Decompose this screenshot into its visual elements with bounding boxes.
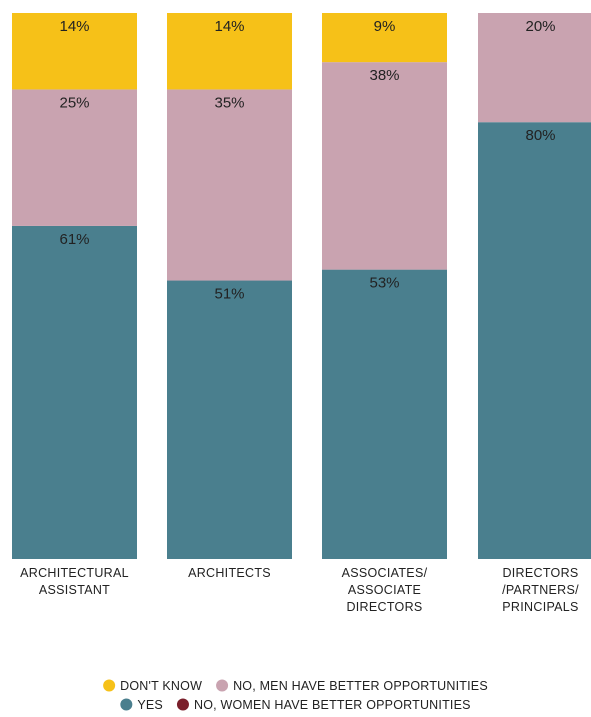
data-label-don-t-know-3: 9%	[374, 18, 396, 35]
category-labels-group: ARCHITECTURAL ASSISTANT ARCHITECTS ASSOCIAT…	[20, 566, 579, 614]
legend: DON'T KNOW NO, MEN HAVE BETTER OPPORTUNIT…	[103, 679, 488, 712]
category-label-1: ARCHITECTURAL ASSISTANT	[20, 566, 129, 597]
data-label-don-t-know-2: 14%	[214, 18, 244, 35]
legend-label-yes: YES	[137, 698, 163, 712]
bar-segment-no-men-have-better-opportunities-4	[478, 13, 591, 123]
bar-segment-yes-2	[167, 280, 292, 559]
bar-segment-yes-1	[12, 225, 137, 559]
legend-row-2: YES NO, WOMEN HAVE BETTER OPPORTUNITIES	[120, 698, 470, 712]
bar-segment-don-t-know-3	[322, 13, 447, 63]
bar-segment-no-men-have-better-opportunities-1	[12, 89, 137, 226]
category-label-4: DIRECTORS/PARTNERS/PRINCIPALS	[502, 566, 579, 614]
data-label-no-men-have-better-opportunities-4: 20%	[525, 18, 555, 35]
legend-label-no-men-have-better-opportunities: NO, MEN HAVE BETTER OPPORTUNITIES	[233, 679, 488, 693]
category-label-3: ASSOCIATES/ASSOCIATE DIRECTORS	[342, 566, 428, 614]
legend-swatch-don-t-know	[103, 679, 116, 692]
legend-swatch-no-women-have-better-opportunities	[176, 698, 189, 711]
data-label-no-men-have-better-opportunities-3: 38%	[369, 67, 399, 84]
legend-swatch-yes	[120, 698, 133, 711]
data-label-yes-4: 80%	[525, 127, 555, 144]
data-label-no-men-have-better-opportunities-1: 25%	[59, 94, 89, 111]
legend-row-1: DON'T KNOW NO, MEN HAVE BETTER OPPORTUNIT…	[103, 679, 488, 693]
data-label-don-t-know-1: 14%	[59, 18, 89, 35]
bars-group	[12, 13, 591, 559]
bar-segment-yes-4	[478, 122, 591, 559]
data-label-no-men-have-better-opportunities-2: 35%	[214, 94, 244, 111]
category-label-2: ARCHITECTS	[188, 566, 271, 580]
bar-segment-no-men-have-better-opportunities-3	[322, 62, 447, 270]
data-label-yes-3: 53%	[369, 275, 399, 292]
bar-segment-don-t-know-1	[12, 13, 137, 90]
data-label-yes-1: 61%	[59, 231, 89, 248]
legend-swatch-no-men-have-better-opportunities	[216, 679, 229, 692]
segment-labels-group: 61% 25% 14% 51% 35% 14% 53% 38% 9% 80% 20%	[59, 18, 555, 303]
bar-segment-don-t-know-2	[167, 13, 292, 90]
legend-label-no-women-have-better-opportunities: NO, WOMEN HAVE BETTER OPPORTUNITIES	[194, 698, 471, 712]
bar-segment-yes-3	[322, 269, 447, 559]
legend-label-don-t-know: DON'T KNOW	[120, 679, 202, 693]
bar-segment-no-men-have-better-opportunities-2	[167, 89, 292, 281]
data-label-yes-2: 51%	[214, 286, 244, 303]
